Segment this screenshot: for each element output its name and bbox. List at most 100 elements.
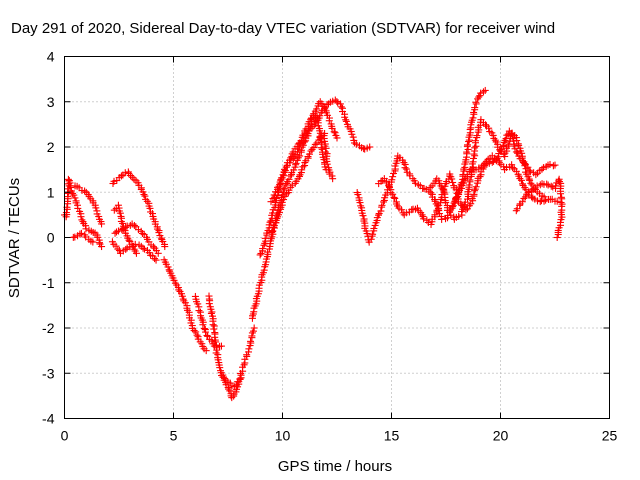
data-point	[125, 236, 133, 244]
data-point	[154, 249, 162, 257]
data-point	[285, 175, 293, 183]
data-point	[466, 125, 474, 133]
data-point	[543, 180, 551, 188]
data-point	[193, 331, 201, 339]
data-point	[317, 144, 325, 152]
data-point	[146, 204, 154, 212]
data-point	[546, 160, 554, 168]
data-point	[440, 189, 448, 197]
data-point	[389, 190, 397, 198]
data-point	[431, 196, 439, 204]
axis-ticks	[64, 56, 610, 419]
data-point	[540, 193, 548, 201]
data-point	[389, 173, 397, 181]
data-point	[342, 116, 350, 124]
data-point	[81, 187, 89, 195]
data-point	[98, 243, 106, 251]
data-point	[472, 183, 480, 191]
data-point	[482, 121, 490, 129]
data-point	[527, 179, 535, 187]
data-point	[462, 206, 470, 214]
data-point	[311, 140, 319, 148]
data-point	[259, 245, 267, 253]
data-point	[512, 148, 520, 156]
data-point	[283, 190, 291, 198]
data-point	[503, 131, 511, 139]
data-point	[477, 163, 485, 171]
data-point	[319, 150, 327, 158]
data-point	[336, 100, 344, 108]
data-point	[152, 256, 160, 264]
data-point	[377, 207, 385, 215]
y-tick-label: -2	[42, 320, 55, 336]
data-point	[329, 175, 337, 183]
data-point	[181, 299, 189, 307]
data-point	[538, 165, 546, 173]
data-point	[236, 375, 244, 383]
data-point	[520, 158, 528, 166]
data-point	[418, 211, 426, 219]
data-point	[139, 244, 147, 252]
data-point	[320, 156, 328, 164]
data-point	[232, 381, 240, 389]
data-point	[192, 328, 200, 336]
data-point	[322, 166, 330, 174]
data-point	[517, 176, 525, 184]
data-point	[519, 180, 527, 188]
data-point	[256, 251, 264, 259]
data-point	[210, 322, 218, 330]
data-point	[521, 162, 529, 170]
data-point	[200, 325, 208, 333]
data-point	[554, 230, 562, 238]
data-point	[122, 223, 130, 231]
data-point	[179, 295, 187, 303]
data-point	[269, 209, 277, 217]
data-point	[317, 135, 325, 143]
x-tick-label: 10	[275, 428, 291, 444]
data-point	[149, 243, 157, 251]
data-point	[180, 297, 188, 305]
data-point	[260, 241, 268, 249]
data-point	[356, 199, 364, 207]
data-point	[402, 209, 410, 217]
data-point	[359, 212, 367, 220]
data-point	[140, 245, 148, 253]
data-point	[516, 175, 524, 183]
data-point	[296, 140, 304, 148]
y-tick-label: 1	[47, 184, 55, 200]
x-tick-label: 0	[61, 428, 69, 444]
data-point	[532, 171, 540, 179]
data-point	[453, 193, 461, 201]
data-point	[370, 224, 378, 232]
data-point	[305, 150, 313, 158]
data-point	[438, 215, 446, 223]
data-point	[350, 139, 358, 147]
data-point	[366, 143, 374, 151]
data-point	[374, 211, 382, 219]
data-point	[280, 196, 288, 204]
data-point	[473, 132, 481, 140]
data-point	[471, 144, 479, 152]
data-point	[132, 249, 140, 257]
data-point	[82, 225, 90, 233]
data-point	[123, 222, 131, 230]
data-point	[64, 175, 72, 183]
data-point	[272, 216, 280, 224]
data-point	[499, 141, 507, 149]
data-point	[78, 216, 86, 224]
data-point	[380, 198, 388, 206]
data-point	[457, 200, 465, 208]
data-point	[470, 190, 478, 198]
data-point	[481, 86, 489, 94]
x-axis-title: GPS time / hours	[278, 458, 392, 475]
data-point	[268, 229, 276, 237]
data-point	[89, 238, 97, 246]
data-point	[528, 181, 536, 189]
data-point	[194, 300, 202, 308]
x-tick-label: 15	[384, 428, 400, 444]
y-tick-label: -4	[42, 411, 55, 427]
data-point	[313, 105, 321, 113]
x-tick-labels: 0 5 10 15 20 25	[61, 428, 618, 444]
data-point	[442, 199, 450, 207]
data-point	[553, 197, 561, 205]
